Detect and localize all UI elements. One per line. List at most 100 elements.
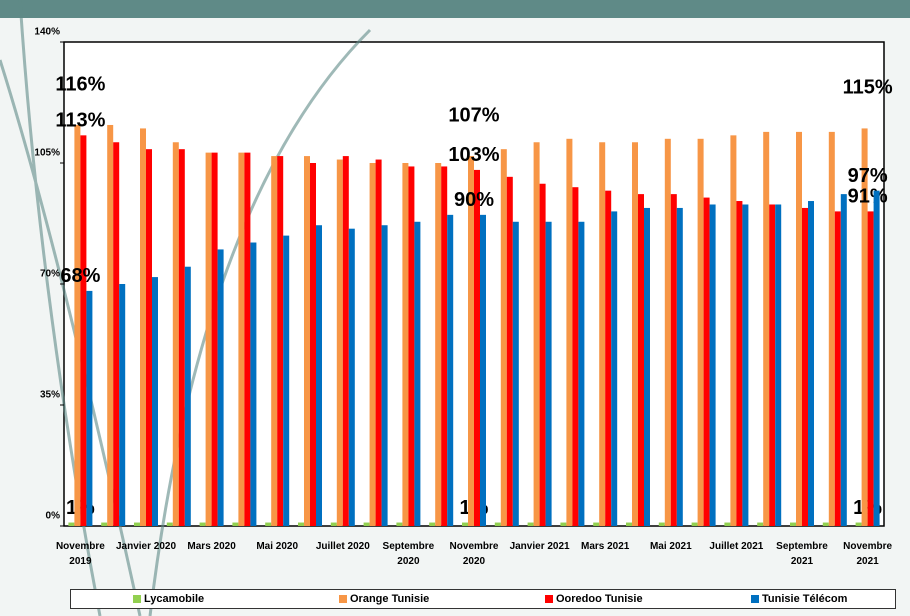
y-tick-label: 0%: [46, 511, 61, 522]
bar: [790, 522, 796, 526]
legend-label: Ooredoo Tunisie: [556, 593, 643, 605]
bar: [178, 149, 185, 526]
bar: [250, 242, 257, 526]
bar: [316, 225, 322, 526]
bar: [441, 166, 448, 526]
bar: [217, 249, 224, 526]
bar: [512, 221, 519, 526]
bar: [578, 221, 585, 526]
x-tick-label: Novembre 2021: [843, 541, 893, 567]
bar: [113, 142, 120, 526]
bar: [80, 135, 87, 527]
bar: [205, 152, 212, 526]
bar: [363, 522, 370, 526]
data-label: 97%: [848, 165, 888, 187]
bar: [199, 522, 206, 526]
bar: [533, 142, 540, 526]
bar: [101, 522, 108, 526]
legend-swatch: [751, 595, 759, 603]
legend-label: Lycamobile: [144, 593, 205, 605]
bar: [861, 128, 868, 526]
y-tick-label: 140%: [34, 27, 60, 38]
bar: [310, 163, 316, 526]
bar: [474, 169, 480, 526]
bar: [527, 522, 534, 526]
bar: [211, 152, 218, 526]
bar: [572, 187, 579, 526]
bar: [184, 266, 191, 526]
bar: [298, 522, 304, 526]
bar: [605, 190, 612, 526]
bar: [265, 522, 272, 526]
bar: [736, 201, 743, 526]
x-tick-label: Mai 2020: [256, 541, 299, 552]
data-label: 116%: [55, 73, 105, 95]
bar: [140, 128, 146, 526]
bar: [468, 156, 474, 527]
bar: [375, 159, 382, 527]
data-label: 107%: [448, 104, 499, 126]
legend-item: Lycamobile: [71, 593, 277, 605]
bar: [462, 522, 468, 526]
bar: [369, 163, 376, 526]
x-tick-label: Janvier 2020: [115, 541, 177, 552]
bar: [277, 156, 284, 527]
bar: [730, 135, 737, 527]
bar: [757, 522, 764, 526]
bar: [107, 124, 114, 526]
data-label: 91%: [848, 186, 888, 208]
bar: [146, 149, 152, 526]
bar: [68, 522, 75, 526]
legend: Lycamobile Orange Tunisie Ooredoo Tunisie T…: [70, 589, 896, 609]
legend-label: Orange Tunisie: [350, 593, 430, 605]
y-tick-label: 70%: [40, 269, 60, 280]
bar: [855, 522, 862, 526]
bar: [840, 194, 847, 526]
x-tick-label: Mars 2020: [187, 541, 236, 552]
bar: [414, 221, 421, 526]
bar: [599, 142, 606, 526]
y-tick-label: 35%: [40, 390, 60, 401]
bar: [775, 204, 782, 526]
bar: [626, 522, 632, 526]
legend-item: Orange Tunisie: [277, 593, 483, 605]
bar: [381, 225, 388, 526]
data-label: 113%: [55, 110, 105, 132]
bar: [232, 522, 239, 526]
bar: [644, 207, 650, 526]
bar: [697, 138, 704, 527]
x-tick-label: Juillet 2020: [315, 541, 370, 552]
bar: [402, 163, 409, 526]
bar: [283, 235, 290, 526]
bar: [304, 156, 310, 527]
bar: [691, 522, 698, 526]
legend-swatch: [133, 595, 141, 603]
bar: [134, 522, 140, 526]
bar: [632, 142, 638, 526]
bar: [796, 131, 802, 526]
bar: [429, 522, 436, 526]
bar: [769, 204, 776, 526]
bar: [867, 211, 874, 526]
bar: [834, 211, 841, 526]
bar: [709, 204, 716, 526]
bar: [348, 228, 355, 526]
data-label: 68%: [60, 265, 100, 287]
bar: [593, 522, 600, 526]
data-label: 103%: [448, 144, 499, 166]
bar: [703, 197, 710, 527]
bar: [638, 194, 644, 526]
bar: [828, 131, 835, 526]
bar: [336, 159, 343, 527]
x-tick-label: Novembre 2019: [55, 541, 105, 567]
bar: [724, 522, 731, 526]
bar: [545, 221, 552, 526]
x-tick-label: Mai 2021: [649, 541, 692, 552]
bar: [560, 522, 567, 526]
bar: [435, 163, 442, 526]
bar: [676, 207, 683, 526]
x-tick-label: Janvier 2021: [509, 541, 570, 552]
bar: [664, 138, 671, 527]
